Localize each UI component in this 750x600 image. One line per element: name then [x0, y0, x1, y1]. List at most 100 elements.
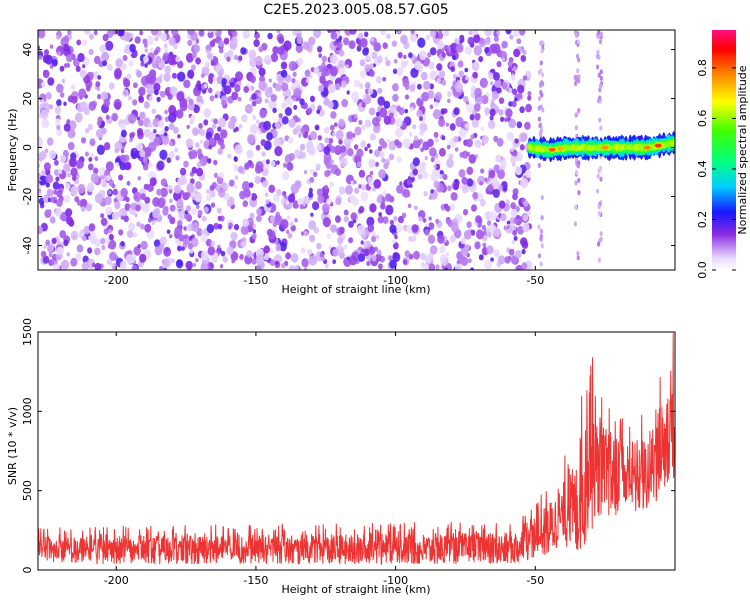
heatmap-cell: [347, 148, 354, 157]
heatmap-cell: [42, 69, 50, 79]
heatmap-cell: [345, 185, 353, 195]
heatmap-cell: [444, 267, 448, 270]
heatmap-cell: [40, 176, 44, 181]
heatmap-cell: [429, 104, 434, 110]
heatmap-cell: [220, 250, 226, 257]
heatmap-cell: [124, 161, 132, 171]
heatmap-cell: [366, 216, 375, 227]
heatmap-cell: [100, 91, 109, 101]
snr-y-ticks: 0 500 1000 1500: [21, 318, 675, 574]
heatmap-cell: [443, 30, 450, 37]
heatmap-cell: [501, 57, 505, 62]
heatmap-cell: [493, 164, 500, 173]
heatmap-cell: [383, 115, 392, 125]
heatmap-cell: [465, 76, 469, 81]
heatmap-cell: [303, 267, 308, 270]
heatmap-cell: [161, 135, 170, 145]
heatmap-cell: [433, 180, 440, 189]
heatmap-cell: [427, 234, 436, 244]
heatmap-cell: [439, 70, 446, 78]
heatmap-cell: [364, 31, 369, 38]
heatmap-cell: [426, 223, 430, 228]
heatmap-cell: [516, 121, 523, 129]
heatmap-cell: [418, 173, 423, 180]
heatmap-cell: [370, 37, 375, 43]
heatmap-cell: [63, 123, 71, 132]
heatmap-cell: [207, 246, 215, 256]
heatmap-cell: [42, 255, 50, 264]
heatmap-cell: [309, 95, 316, 103]
heatmap-cell: [80, 137, 87, 144]
heatmap-cell: [267, 32, 273, 40]
heatmap-frame: [37, 29, 676, 271]
heatmap-cell: [395, 128, 403, 138]
snr-frame: [37, 331, 676, 571]
heatmap-cell: [158, 120, 164, 128]
heatmap-cell: [393, 216, 398, 222]
heatmap-cell: [250, 193, 258, 201]
heatmap-cell: [341, 98, 349, 108]
heatmap-cell: [251, 93, 257, 101]
heatmap-cell: [523, 200, 529, 207]
heatmap-cell: [275, 122, 281, 129]
heatmap-cell: [287, 215, 291, 221]
heatmap-cell: [251, 100, 257, 107]
heatmap-cell: [115, 162, 120, 167]
heatmap-cell: [450, 222, 459, 233]
heatmap-cell: [94, 156, 99, 162]
heatmap-cell: [87, 247, 93, 254]
heatmap-cell: [85, 203, 93, 212]
heatmap-cell: [348, 237, 354, 244]
heatmap-cell: [488, 169, 496, 179]
heatmap-cell: [473, 34, 481, 44]
heatmap-cell: [423, 190, 428, 197]
heatmap-cell: [66, 119, 71, 125]
heatmap-cell: [337, 41, 343, 49]
snr-series-trace: [38, 333, 675, 566]
heatmap-cell: [382, 42, 388, 49]
heatmap-cell: [125, 196, 130, 203]
heatmap-cell: [375, 76, 383, 84]
heatmap-cell: [144, 63, 148, 68]
heatmap-cell: [213, 222, 219, 230]
heatmap-cell: [313, 30, 321, 39]
heatmap-cell: [268, 99, 277, 110]
heatmap-cell: [445, 252, 450, 257]
heatmap-cell: [345, 64, 349, 69]
heatmap-cell: [63, 239, 69, 247]
heatmap-cell: [449, 234, 456, 243]
x-tick-label: -200: [104, 274, 129, 287]
heatmap-cells: [38, 30, 675, 270]
heatmap-cell: [211, 123, 217, 130]
heatmap-cell: [281, 102, 287, 109]
heatmap-cell: [129, 132, 135, 139]
heatmap-cell: [38, 163, 41, 168]
heatmap-cell: [221, 78, 227, 85]
heatmap-cell: [160, 90, 166, 98]
heatmap-cell: [148, 123, 152, 127]
heatmap-cell: [577, 177, 581, 183]
heatmap-cell: [59, 253, 63, 259]
heatmap-cell: [235, 71, 243, 82]
heatmap-cell: [41, 118, 50, 129]
heatmap-cell: [356, 161, 362, 168]
heatmap-cell: [358, 32, 364, 40]
heatmap-cell: [510, 147, 514, 152]
heatmap-cell: [65, 208, 73, 217]
heatmap-cell: [403, 259, 408, 265]
heatmap-cell: [308, 220, 317, 231]
heatmap-cell: [98, 167, 106, 176]
heatmap-cell: [334, 122, 338, 127]
heatmap-cell: [541, 72, 545, 78]
heatmap-cell: [540, 48, 544, 54]
heatmap-cell: [275, 260, 279, 265]
heatmap-cell: [447, 98, 451, 103]
heatmap-cell: [599, 125, 603, 131]
heatmap-cell: [133, 191, 142, 202]
heatmap-cell: [494, 79, 502, 88]
snr-y-axis-label: SNR (10 * v/v): [6, 407, 19, 485]
heatmap-cell: [207, 30, 213, 33]
heatmap-cell: [128, 222, 135, 232]
heatmap-cell: [122, 54, 128, 62]
heatmap-cell: [77, 183, 86, 194]
